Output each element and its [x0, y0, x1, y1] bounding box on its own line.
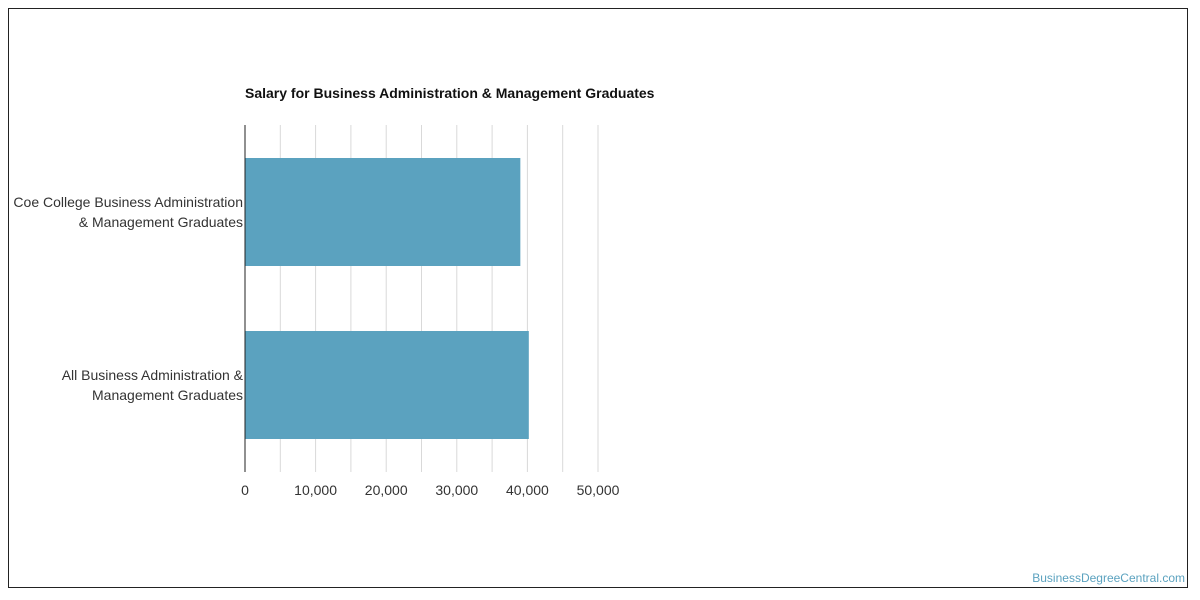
- bars: [245, 158, 529, 439]
- source-watermark: BusinessDegreeCentral.com: [1032, 571, 1185, 585]
- category-label: Coe College Business Administration & Ma…: [13, 194, 243, 230]
- x-tick-label: 40,000: [506, 482, 549, 498]
- x-tick-label: 30,000: [435, 482, 478, 498]
- x-tick-labels: 0 10,000 20,000 30,000 40,000 50,000: [241, 482, 620, 498]
- x-tick-label: 20,000: [365, 482, 408, 498]
- x-tick-label: 10,000: [294, 482, 337, 498]
- bar: [245, 331, 529, 439]
- category-label: All Business Administration & Management…: [61, 367, 243, 403]
- x-tick-label: 0: [241, 482, 249, 498]
- chart-title: Salary for Business Administration & Man…: [245, 85, 655, 101]
- bar: [245, 158, 521, 266]
- x-tick-label: 50,000: [577, 482, 620, 498]
